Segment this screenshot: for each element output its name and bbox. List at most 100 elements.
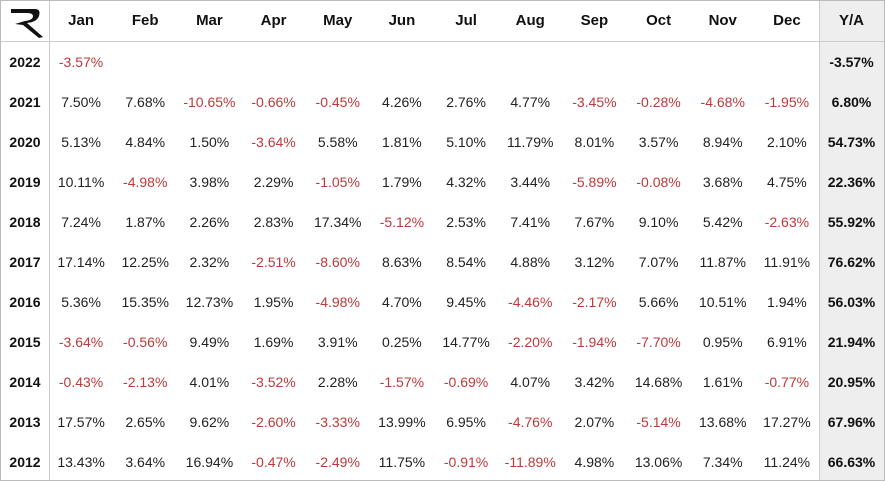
month-header: Sep (580, 12, 609, 29)
year-total: 76.62% (827, 253, 876, 270)
total-column-bg (819, 1, 884, 480)
month-return: 2.32% (189, 253, 230, 270)
year-total: -3.57% (829, 53, 874, 70)
month-return: -4.76% (508, 413, 553, 430)
logo (11, 9, 43, 38)
month-return: -0.47% (251, 453, 296, 470)
month-return: -2.63% (764, 213, 810, 230)
month-return: 2.76% (446, 93, 486, 110)
month-return: 7.34% (702, 453, 743, 470)
month-return: -1.94% (572, 333, 617, 350)
year-total: 66.63% (827, 453, 876, 470)
month-return: 6.95% (446, 413, 486, 430)
year-label: 2014 (9, 373, 41, 390)
month-header: Feb (131, 12, 159, 29)
month-return: 8.94% (702, 133, 743, 150)
month-return: 5.10% (446, 133, 486, 150)
month-return: 2.53% (446, 213, 486, 230)
month-return: 3.12% (574, 253, 615, 270)
month-return: 4.77% (510, 93, 551, 110)
month-return: 4.84% (125, 133, 166, 150)
month-return: 1.61% (702, 373, 743, 390)
month-return: 11.87% (699, 253, 746, 270)
month-return: -10.65% (183, 93, 236, 110)
year-label: 2018 (9, 213, 41, 230)
month-header: Aug (515, 12, 545, 29)
month-return: 3.98% (189, 173, 230, 190)
month-return: 3.57% (638, 133, 679, 150)
month-return: 1.94% (767, 293, 807, 310)
month-return: 3.64% (125, 453, 166, 470)
month-return: 11.75% (378, 453, 426, 470)
month-return: 2.10% (767, 133, 807, 150)
month-return: 9.62% (189, 413, 230, 430)
year-label: 2022 (9, 53, 41, 70)
month-return: -1.05% (315, 173, 360, 190)
month-return: 9.49% (189, 333, 230, 350)
month-return: 10.51% (698, 293, 747, 310)
month-return: 6.91% (767, 333, 807, 350)
month-return: 0.25% (382, 333, 422, 350)
year-total: 6.80% (831, 93, 872, 110)
month-header: Jul (455, 12, 477, 29)
month-return: 3.68% (702, 173, 743, 190)
month-return: -1.57% (379, 373, 425, 390)
month-return: -4.46% (508, 293, 553, 310)
month-return: 13.43% (57, 453, 105, 470)
month-return: 11.91% (763, 253, 811, 270)
month-return: 7.24% (61, 213, 101, 230)
month-return: 1.50% (189, 133, 230, 150)
month-return: 13.06% (634, 453, 683, 470)
year-label: 2021 (9, 93, 41, 110)
month-return: 7.07% (638, 253, 679, 270)
month-return: 1.95% (253, 293, 294, 310)
month-return: -3.57% (58, 53, 104, 70)
month-return: 13.68% (698, 413, 747, 430)
month-return: 8.54% (446, 253, 486, 270)
month-return: 4.32% (446, 173, 486, 190)
month-return: -0.45% (315, 93, 360, 110)
month-return: -0.56% (123, 333, 168, 350)
year-total: 55.92% (827, 213, 876, 230)
month-return: 5.66% (638, 293, 679, 310)
month-return: 2.07% (574, 413, 615, 430)
month-return: 4.26% (382, 93, 422, 110)
month-return: 5.58% (317, 133, 358, 150)
month-return: 5.13% (61, 133, 101, 150)
year-total: 56.03% (827, 293, 876, 310)
divider (819, 1, 820, 480)
month-return: 7.41% (510, 213, 551, 230)
month-return: 4.75% (767, 173, 807, 190)
month-return: -8.60% (315, 253, 360, 270)
year-total: 21.94% (827, 333, 876, 350)
month-header: Dec (773, 12, 801, 29)
month-return: 3.91% (317, 333, 358, 350)
month-return: -5.89% (572, 173, 617, 190)
month-return: 8.63% (382, 253, 422, 270)
month-return: 11.79% (507, 133, 554, 150)
month-return: -4.68% (700, 93, 745, 110)
month-return: 15.35% (121, 293, 169, 310)
month-return: 9.10% (638, 213, 679, 230)
month-return: -3.64% (58, 333, 104, 350)
month-return: 11.24% (763, 453, 811, 470)
month-return: 1.69% (253, 333, 294, 350)
month-return: 17.27% (763, 413, 811, 430)
month-return: 2.29% (253, 173, 294, 190)
month-return: -7.70% (636, 333, 681, 350)
month-return: 10.11% (57, 173, 105, 190)
month-header: Apr (260, 12, 287, 29)
month-return: -4.98% (315, 293, 360, 310)
month-return: -0.66% (251, 93, 296, 110)
year-total: 67.96% (827, 413, 876, 430)
month-return: 13.99% (378, 413, 426, 430)
month-return: 17.14% (57, 253, 105, 270)
month-return: 17.57% (57, 413, 105, 430)
divider (49, 1, 50, 480)
month-return: -11.89% (504, 453, 556, 470)
month-return: 12.25% (121, 253, 169, 270)
month-return: 9.45% (446, 293, 486, 310)
month-return: -2.60% (251, 413, 296, 430)
month-return: 14.68% (634, 373, 683, 390)
